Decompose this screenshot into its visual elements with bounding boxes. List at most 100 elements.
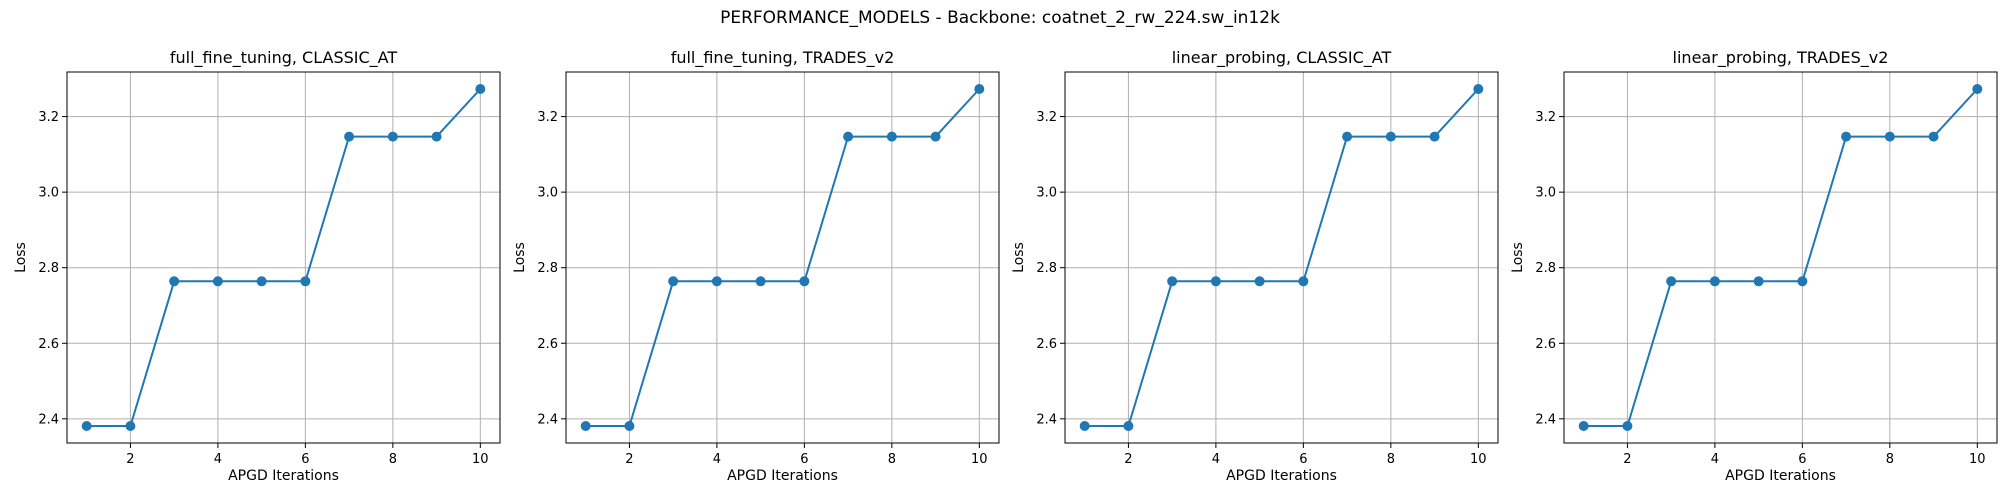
- y-tick-label: 2.4: [1535, 412, 1556, 427]
- data-point: [1342, 131, 1353, 142]
- x-axis-label: APGD Iterations: [1226, 468, 1337, 484]
- series-line: [1084, 88, 1480, 427]
- data-point: [1753, 276, 1764, 287]
- x-tick-label: 6: [1798, 452, 1806, 467]
- y-tick-label: 3.0: [1036, 186, 1057, 201]
- subplot-title: full_fine_tuning, CLASSIC_AT: [170, 48, 398, 68]
- x-tick-label: 4: [713, 452, 721, 467]
- data-point: [1167, 276, 1178, 287]
- x-tick-label: 10: [971, 452, 988, 467]
- subplot-2: 2 4 6 8 10 2.4 2.6 2.8 3.0 3.2 full_fine_tuning, T…: [512, 48, 1000, 484]
- data-point: [475, 84, 486, 95]
- data-point: [1666, 276, 1677, 287]
- series-line: [585, 88, 981, 427]
- x-tick-label: 6: [800, 452, 808, 467]
- data-point: [1210, 276, 1221, 287]
- data-point: [1385, 131, 1396, 142]
- y-tick-label: 2.8: [537, 261, 558, 276]
- data-point: [300, 276, 311, 287]
- y-tick-label: 2.4: [537, 412, 558, 427]
- y-axis-label: Loss: [1510, 242, 1526, 273]
- axes-frame: [1064, 71, 1499, 444]
- data-point: [1797, 276, 1808, 287]
- data-point: [387, 131, 398, 142]
- y-axis-label: Loss: [512, 242, 528, 273]
- data-point: [755, 276, 766, 287]
- y-tick-label: 2.6: [1535, 337, 1556, 352]
- series-line: [86, 88, 482, 427]
- y-tick-label: 2.6: [38, 337, 59, 352]
- x-axis-label: APGD Iterations: [727, 468, 838, 484]
- y-tick-label: 2.8: [38, 261, 59, 276]
- data-point: [256, 276, 267, 287]
- x-tick-label: 6: [301, 452, 309, 467]
- data-point: [668, 276, 679, 287]
- data-point: [81, 420, 92, 431]
- x-tick-label: 8: [389, 452, 397, 467]
- data-point: [212, 276, 223, 287]
- x-tick-label: 2: [126, 452, 134, 467]
- x-tick-label: 2: [1623, 452, 1631, 467]
- subplot-title: full_fine_tuning, TRADES_v2: [671, 48, 895, 68]
- data-point: [930, 131, 941, 142]
- x-tick-label: 4: [214, 452, 222, 467]
- data-point: [431, 131, 442, 142]
- x-tick-label: 6: [1299, 452, 1307, 467]
- x-tick-label: 10: [1470, 452, 1487, 467]
- y-tick-label: 3.2: [537, 110, 558, 125]
- x-tick-label: 8: [1387, 452, 1395, 467]
- data-point: [1972, 84, 1983, 95]
- data-point: [1473, 84, 1484, 95]
- axes-frame: [1563, 71, 1998, 444]
- subplot-3: 2 4 6 8 10 2.4 2.6 2.8 3.0 3.2 linear_probing, CLA…: [1011, 48, 1499, 484]
- data-point: [843, 131, 854, 142]
- x-axis-label: APGD Iterations: [1725, 468, 1836, 484]
- data-point: [1884, 131, 1895, 142]
- y-tick-label: 3.2: [38, 110, 59, 125]
- data-point: [1123, 420, 1134, 431]
- data-point: [1841, 131, 1852, 142]
- data-point: [886, 131, 897, 142]
- x-tick-label: 4: [1711, 452, 1719, 467]
- x-tick-label: 8: [1886, 452, 1894, 467]
- subplot-title: linear_probing, CLASSIC_AT: [1172, 48, 1392, 68]
- data-point: [1254, 276, 1265, 287]
- x-tick-label: 10: [1969, 452, 1986, 467]
- data-point: [624, 420, 635, 431]
- y-tick-label: 2.4: [38, 412, 59, 427]
- data-point: [1709, 276, 1720, 287]
- x-tick-label: 2: [1124, 452, 1132, 467]
- figure-suptitle: PERFORMANCE_MODELS - Backbone: coatnet_2…: [720, 8, 1280, 28]
- y-tick-label: 2.6: [1036, 337, 1057, 352]
- y-tick-label: 3.2: [1036, 110, 1057, 125]
- subplot-1: 2 4 6 8 10 2.4 2.6 2.8 3.0 3.2 full_fine_tuning, C…: [13, 48, 501, 484]
- y-tick-label: 3.0: [1535, 186, 1556, 201]
- data-point: [1928, 131, 1939, 142]
- y-tick-label: 2.8: [1535, 261, 1556, 276]
- data-point: [1298, 276, 1309, 287]
- data-point: [1622, 420, 1633, 431]
- data-point: [1079, 420, 1090, 431]
- data-point: [974, 84, 985, 95]
- axes-frame: [565, 71, 1000, 444]
- data-point: [1429, 131, 1440, 142]
- y-tick-label: 3.0: [537, 186, 558, 201]
- y-tick-label: 2.6: [537, 337, 558, 352]
- x-tick-label: 8: [888, 452, 896, 467]
- y-tick-label: 2.8: [1036, 261, 1057, 276]
- y-axis-label: Loss: [13, 242, 29, 273]
- data-point: [1578, 420, 1589, 431]
- data-point: [344, 131, 355, 142]
- y-axis-label: Loss: [1011, 242, 1027, 273]
- data-point: [799, 276, 810, 287]
- subplot-4: 2 4 6 8 10 2.4 2.6 2.8 3.0 3.2 linear_probing, TRA…: [1510, 48, 1998, 484]
- axes-frame: [66, 71, 501, 444]
- data-point: [125, 420, 136, 431]
- series-line: [1583, 88, 1979, 427]
- data-point: [169, 276, 180, 287]
- x-tick-label: 4: [1212, 452, 1220, 467]
- x-tick-label: 2: [625, 452, 633, 467]
- subplot-title: linear_probing, TRADES_v2: [1673, 48, 1889, 68]
- data-point: [580, 420, 591, 431]
